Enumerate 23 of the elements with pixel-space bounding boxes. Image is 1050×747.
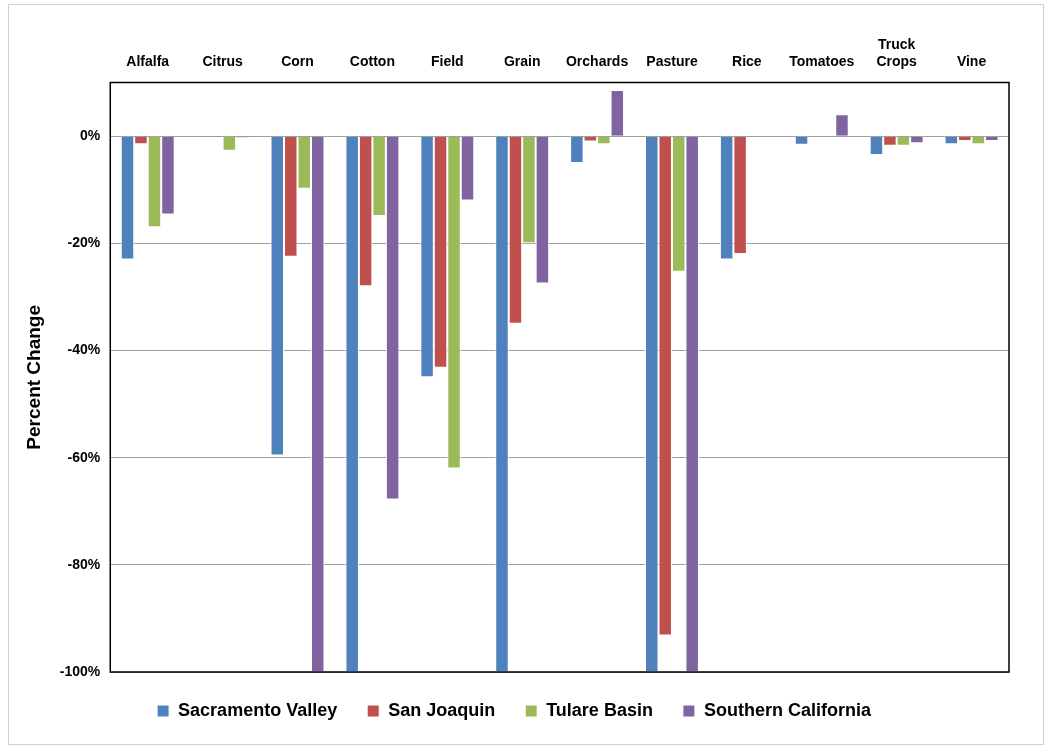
y-tick-label: -100% bbox=[59, 662, 101, 679]
x-tick-label: Rice bbox=[732, 53, 762, 70]
y-tick-label: -60% bbox=[67, 448, 101, 465]
y-tick-label: -80% bbox=[67, 555, 101, 572]
x-tick-label: Pasture bbox=[646, 53, 698, 70]
x-tick-label: Corn bbox=[281, 53, 314, 70]
legend-label: Tulare Basin bbox=[546, 699, 653, 720]
y-tick-label: -40% bbox=[67, 341, 101, 358]
legend-label: Sacramento Valley bbox=[178, 699, 338, 720]
x-tick-label: Orchards bbox=[565, 53, 629, 70]
y-axis-title: Percent Change bbox=[22, 304, 44, 450]
x-tick-label: Vine bbox=[956, 53, 987, 70]
x-tick-label: Citrus bbox=[202, 53, 244, 70]
legend-label: Southern California bbox=[703, 699, 872, 720]
x-tick-label: Cotton bbox=[349, 53, 395, 70]
x-tick-label: Truck Crops bbox=[876, 36, 918, 70]
x-tick-label: Alfalfa bbox=[126, 53, 170, 70]
x-tick-label: Field bbox=[430, 53, 464, 70]
x-tick-label: Grain bbox=[503, 53, 541, 70]
y-tick-label: 0% bbox=[80, 127, 101, 144]
y-tick-label: -20% bbox=[67, 234, 101, 251]
legend-label: San Joaquin bbox=[388, 699, 496, 720]
x-tick-label: Tomatoes bbox=[789, 53, 855, 70]
